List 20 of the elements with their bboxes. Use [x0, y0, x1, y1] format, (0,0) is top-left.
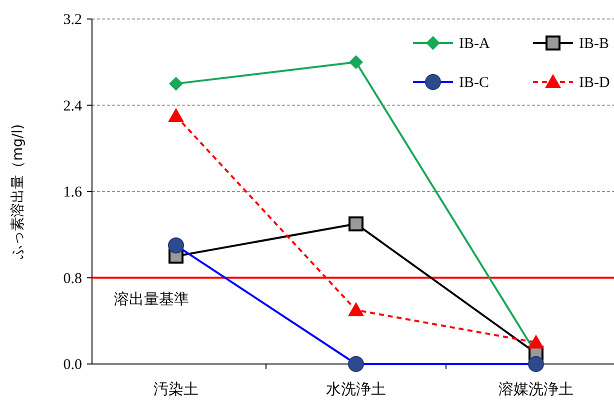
ref-line-label: 溶出量基準	[114, 290, 189, 308]
x-tick-label: 水洗浄土	[326, 380, 386, 398]
x-tick-label: 溶媒洗浄土	[498, 380, 574, 398]
point	[528, 334, 544, 348]
x-tick-label: 汚染土	[154, 380, 198, 398]
point	[348, 302, 364, 316]
y-tick-label: 3.2	[63, 12, 82, 28]
legend-label: IB-A	[459, 36, 490, 52]
legend-label: IB-C	[459, 75, 489, 91]
y-axis-title: ふっ素溶出量（mg/l)	[10, 124, 26, 260]
point	[168, 108, 184, 122]
legend-label: IB-D	[579, 75, 610, 91]
point	[349, 55, 363, 70]
point	[169, 76, 183, 91]
y-tick-label: 1.6	[63, 184, 82, 200]
y-tick-label: 2.4	[63, 98, 82, 114]
legend-label: IB-B	[579, 36, 609, 52]
y-tick-label: 0.8	[63, 270, 82, 287]
point	[348, 216, 364, 232]
y-tick-label: 0.0	[63, 357, 82, 373]
